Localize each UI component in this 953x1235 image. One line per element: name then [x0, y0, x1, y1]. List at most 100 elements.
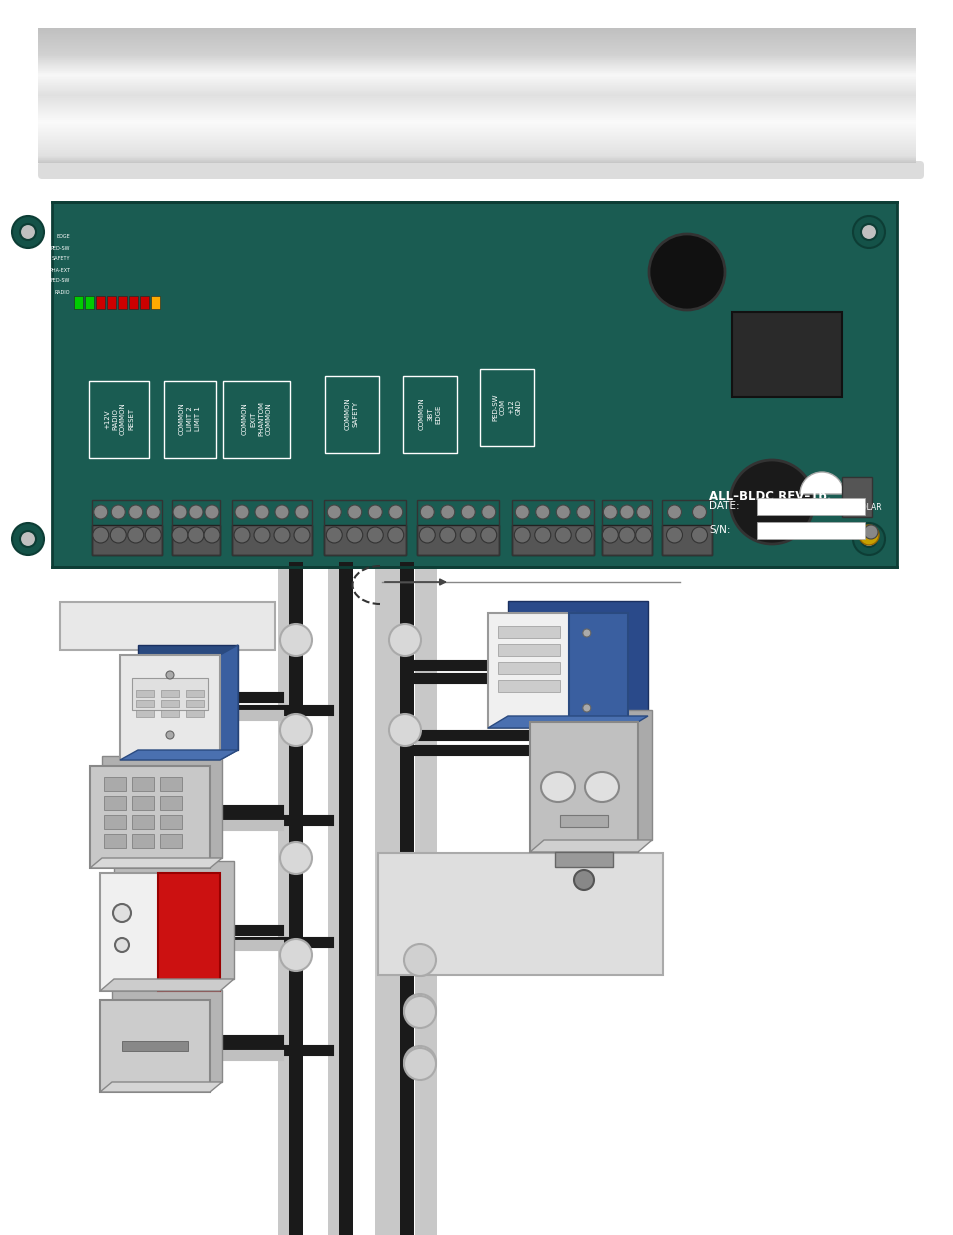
Circle shape	[420, 505, 434, 519]
Circle shape	[403, 1046, 436, 1078]
Circle shape	[92, 527, 109, 543]
Circle shape	[368, 505, 382, 519]
Bar	[161, 700, 179, 706]
Circle shape	[280, 939, 312, 971]
Circle shape	[418, 527, 435, 543]
Circle shape	[280, 842, 312, 874]
Circle shape	[389, 624, 420, 656]
Circle shape	[535, 527, 550, 543]
Circle shape	[582, 704, 590, 713]
Circle shape	[274, 527, 290, 543]
Text: S/N:: S/N:	[708, 525, 730, 535]
Polygon shape	[120, 750, 237, 760]
Bar	[186, 710, 204, 718]
Circle shape	[112, 904, 131, 923]
Bar	[129, 296, 138, 309]
Circle shape	[367, 527, 383, 543]
Bar	[90, 766, 210, 868]
Bar	[140, 296, 149, 309]
Circle shape	[128, 527, 144, 543]
Circle shape	[346, 527, 362, 543]
Circle shape	[115, 939, 129, 952]
Circle shape	[858, 525, 878, 545]
Bar	[60, 601, 274, 650]
Circle shape	[576, 527, 591, 543]
Text: COMMON
EXIT
PHANTOM
COMMON: COMMON EXIT PHANTOM COMMON	[242, 401, 272, 436]
Bar	[530, 722, 638, 852]
Bar	[324, 500, 406, 555]
Bar	[375, 562, 396, 1235]
Circle shape	[93, 505, 108, 519]
Bar	[328, 562, 350, 1235]
Bar	[232, 500, 312, 555]
Circle shape	[667, 505, 680, 519]
Circle shape	[514, 527, 530, 543]
Circle shape	[327, 505, 341, 519]
Bar	[161, 710, 179, 718]
FancyBboxPatch shape	[138, 645, 237, 750]
Bar	[661, 525, 711, 555]
Bar	[104, 797, 126, 810]
Circle shape	[166, 731, 173, 739]
Bar	[324, 525, 406, 555]
Bar	[232, 525, 312, 555]
Circle shape	[326, 527, 342, 543]
Bar	[415, 562, 436, 1235]
Polygon shape	[488, 716, 647, 727]
Circle shape	[389, 714, 420, 746]
Bar	[277, 562, 299, 1235]
Bar	[100, 1000, 210, 1092]
Bar	[507, 601, 647, 716]
Bar	[399, 562, 414, 1235]
Text: SOLAR: SOLAR	[855, 503, 881, 513]
Text: PED-SW
COM
+12
GND: PED-SW COM +12 GND	[492, 393, 521, 421]
Text: SAFETY: SAFETY	[51, 257, 70, 262]
Circle shape	[112, 505, 125, 519]
Circle shape	[574, 869, 594, 890]
Wedge shape	[800, 472, 843, 494]
Circle shape	[294, 527, 310, 543]
Text: DATE:: DATE:	[708, 501, 739, 511]
Bar	[377, 853, 662, 974]
Bar	[160, 797, 182, 810]
Text: PHA-EXT: PHA-EXT	[49, 268, 70, 273]
FancyBboxPatch shape	[38, 161, 923, 179]
Circle shape	[635, 527, 651, 543]
Text: EDGE: EDGE	[56, 235, 70, 240]
Circle shape	[403, 1049, 436, 1079]
Circle shape	[233, 527, 250, 543]
Circle shape	[666, 527, 681, 543]
Circle shape	[388, 505, 402, 519]
Circle shape	[852, 216, 884, 248]
Bar	[104, 834, 126, 848]
Circle shape	[172, 505, 187, 519]
Text: COMMON
3BT
EDGE: COMMON 3BT EDGE	[418, 398, 440, 430]
Circle shape	[648, 233, 724, 310]
Ellipse shape	[540, 772, 575, 802]
Circle shape	[691, 527, 707, 543]
Bar	[132, 815, 153, 829]
Bar	[160, 777, 182, 790]
Polygon shape	[100, 979, 233, 990]
Circle shape	[204, 527, 220, 543]
Bar	[512, 500, 594, 555]
Bar	[172, 525, 220, 555]
Polygon shape	[100, 1082, 222, 1092]
Circle shape	[536, 505, 549, 519]
Circle shape	[439, 527, 456, 543]
Circle shape	[459, 527, 476, 543]
Circle shape	[403, 994, 436, 1026]
Bar	[160, 834, 182, 848]
Bar	[543, 710, 651, 840]
Bar	[488, 613, 575, 727]
Circle shape	[129, 505, 143, 519]
Bar	[132, 834, 153, 848]
Bar	[118, 296, 127, 309]
Circle shape	[145, 527, 161, 543]
Text: +12V
RADIO
COMMON
RESET: +12V RADIO COMMON RESET	[104, 403, 133, 436]
Circle shape	[861, 531, 876, 547]
Circle shape	[20, 224, 36, 240]
Circle shape	[348, 505, 361, 519]
Circle shape	[146, 505, 160, 519]
Polygon shape	[220, 645, 237, 760]
